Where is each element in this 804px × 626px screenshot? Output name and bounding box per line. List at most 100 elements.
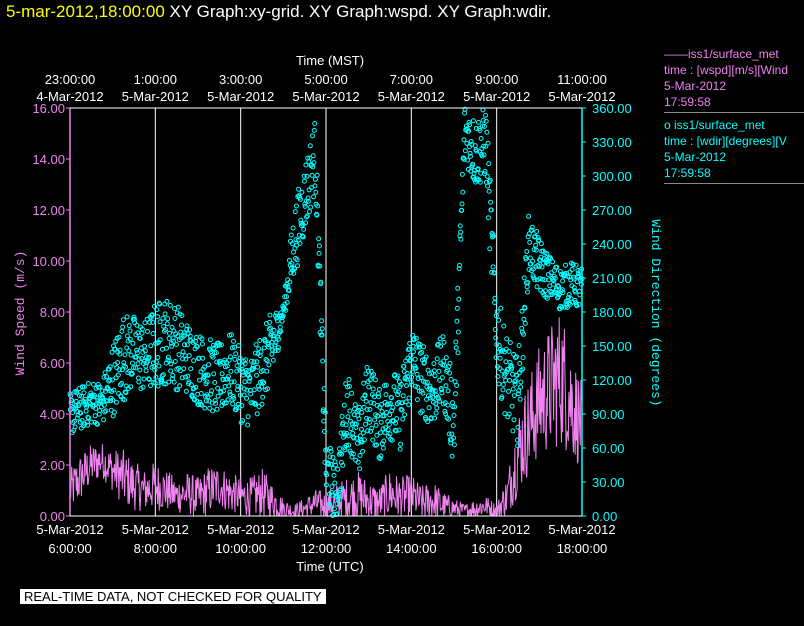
wind-direction-point	[209, 400, 215, 406]
wind-direction-point	[342, 447, 348, 453]
left-tick-label: 6.00	[40, 356, 65, 371]
wind-direction-point	[124, 314, 130, 320]
wind-direction-point	[401, 363, 407, 369]
wind-direction-point	[414, 397, 420, 403]
wind-direction-point	[483, 118, 489, 124]
wind-direction-point	[431, 361, 437, 367]
wind-direction-point	[266, 362, 272, 368]
wind-direction-point	[538, 241, 544, 247]
wind-direction-point	[470, 118, 476, 124]
wind-direction-point	[203, 372, 209, 378]
wind-direction-point	[481, 124, 487, 129]
wind-direction-point	[534, 229, 540, 234]
wind-direction-point	[188, 382, 194, 388]
wind-direction-point	[522, 320, 528, 326]
wind-direction-point	[213, 400, 219, 406]
wind-direction-point	[202, 405, 208, 411]
wind-direction-point	[231, 379, 237, 385]
wind-direction-point	[491, 270, 497, 276]
wind-direction-point	[126, 323, 132, 329]
wind-direction-point	[312, 183, 318, 189]
wind-direction-point	[370, 386, 376, 392]
wind-direction-point	[112, 346, 118, 352]
bottom-tick-date: 5-Mar-2012	[207, 522, 274, 537]
wind-direction-point	[515, 443, 521, 449]
wind-direction-point	[367, 406, 373, 412]
wind-direction-point	[530, 258, 536, 264]
wind-direction-point	[515, 424, 521, 430]
wind-direction-point	[348, 426, 354, 432]
wind-direction-point	[529, 227, 535, 233]
wind-direction-point	[311, 127, 317, 133]
wind-direction-point	[74, 390, 80, 396]
wind-direction-point	[443, 355, 449, 361]
wind-direction-point	[535, 235, 541, 241]
wind-direction-point	[532, 277, 538, 283]
wind-direction-point	[455, 329, 461, 335]
left-tick-label: 8.00	[40, 305, 65, 320]
wind-direction-point	[452, 379, 458, 385]
wind-direction-point	[303, 220, 308, 226]
tick-labels: 0.00 2.00 4.00 6.00 8.00 10.00 12.00 14.00 16.00…	[32, 72, 631, 556]
wind-direction-point	[310, 133, 315, 139]
wind-direction-point	[161, 381, 167, 387]
wind-direction-point	[413, 335, 419, 341]
wind-direction-point	[466, 119, 472, 125]
wind-direction-point	[431, 368, 437, 374]
wind-direction-point	[184, 326, 190, 332]
wind-direction-point	[214, 406, 220, 412]
wind-direction-point	[209, 388, 214, 394]
wind-direction-point	[419, 408, 425, 414]
wind-direction-point	[210, 342, 216, 348]
wind-direction-point	[131, 314, 137, 320]
wind-direction-point	[301, 173, 307, 179]
wind-direction-point	[166, 379, 172, 385]
wind-direction-point	[335, 491, 341, 497]
right-tick-label: 330.00	[592, 135, 632, 150]
wind-direction-point	[406, 346, 412, 352]
wind-direction-point	[119, 380, 125, 386]
legend-divider-bottom	[664, 183, 804, 184]
wind-direction-point	[321, 418, 327, 424]
wind-direction-point	[473, 125, 479, 131]
wind-direction-point	[148, 383, 153, 389]
wind-direction-point	[450, 423, 456, 429]
wind-direction-point	[370, 437, 376, 443]
wind-direction-point	[395, 392, 401, 398]
wind-direction-point	[505, 366, 511, 372]
wind-direction-point	[234, 363, 240, 369]
wind-direction-point	[153, 359, 159, 365]
wind-direction-point	[548, 255, 553, 261]
wind-direction-point	[104, 374, 110, 380]
wind-direction-point	[135, 375, 141, 381]
bottom-tick-time: 6:00:00	[48, 541, 91, 556]
wind-direction-point	[360, 448, 366, 454]
wind-direction-point	[356, 416, 362, 422]
wind-direction-point	[311, 160, 317, 166]
wind-direction-point	[437, 377, 443, 383]
wind-direction-point	[305, 195, 311, 201]
wind-direction-point	[366, 416, 372, 422]
wind-direction-point	[154, 314, 160, 320]
wind-direction-point	[521, 275, 527, 281]
wind-direction-point	[461, 137, 467, 143]
wind-direction-point	[441, 339, 447, 345]
wind-direction-point	[453, 391, 458, 397]
wind-direction-point	[71, 418, 77, 424]
wind-direction-point	[94, 421, 100, 427]
wind-direction-point	[534, 277, 540, 283]
wind-direction-point	[412, 356, 418, 362]
wind-direction-point	[527, 255, 533, 261]
wind-direction-point	[198, 401, 204, 407]
wind-direction-point	[153, 374, 159, 380]
wind-direction-point	[474, 148, 480, 154]
wind-direction-point	[482, 171, 488, 177]
wind-direction-point	[228, 354, 233, 360]
wind-direction-point	[160, 315, 166, 321]
wind-direction-point	[232, 356, 238, 362]
wind-direction-point	[198, 369, 204, 375]
wind-direction-point	[557, 269, 563, 274]
left-tick-label: 16.00	[32, 101, 65, 116]
wind-direction-point	[432, 415, 438, 421]
wind-direction-point	[573, 262, 579, 268]
